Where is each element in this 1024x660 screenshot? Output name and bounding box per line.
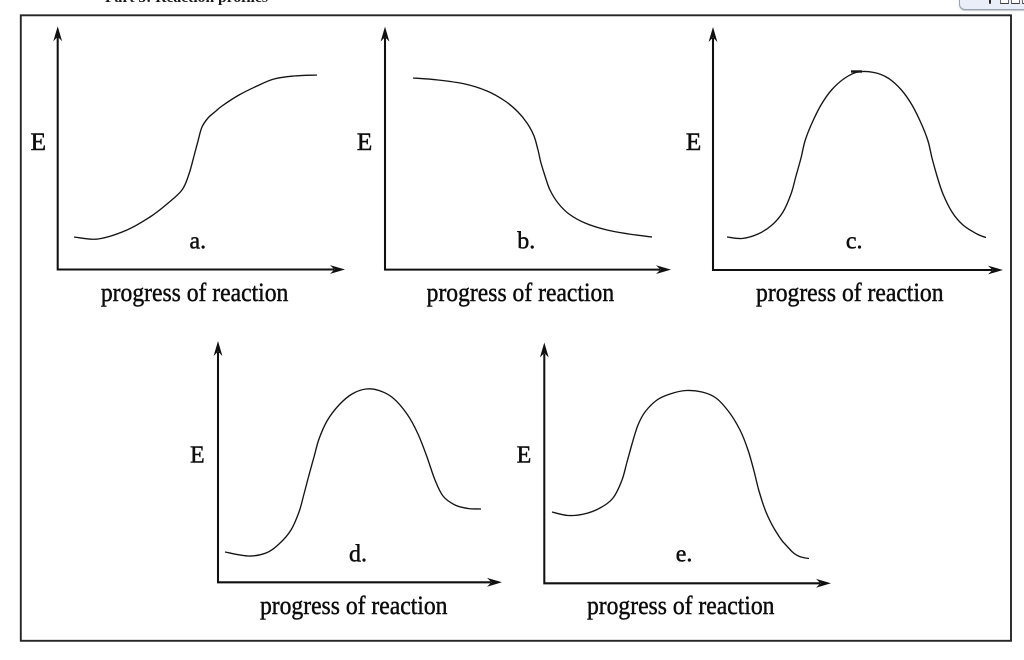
svg-text:E: E (190, 443, 205, 469)
svg-text:progress of reaction: progress of reaction (756, 278, 944, 307)
svg-text:a.: a. (189, 229, 206, 255)
svg-text:progress of reaction: progress of reaction (101, 278, 289, 307)
svg-text:d.: d. (349, 542, 367, 568)
svg-text:E: E (31, 127, 47, 156)
svg-text:progress of reaction: progress of reaction (587, 591, 775, 620)
svg-text:Part 5: Reaction profiles: Part 5: Reaction profiles (105, 0, 268, 6)
svg-text:progress of reaction: progress of reaction (260, 591, 448, 620)
svg-text:b.: b. (517, 229, 535, 255)
svg-text:e.: e. (676, 542, 693, 568)
svg-text:E: E (357, 127, 373, 156)
svg-text:E: E (517, 443, 532, 469)
svg-text:c.: c. (846, 229, 863, 255)
svg-text:progress of reaction: progress of reaction (427, 278, 615, 307)
svg-text:E: E (686, 127, 702, 156)
